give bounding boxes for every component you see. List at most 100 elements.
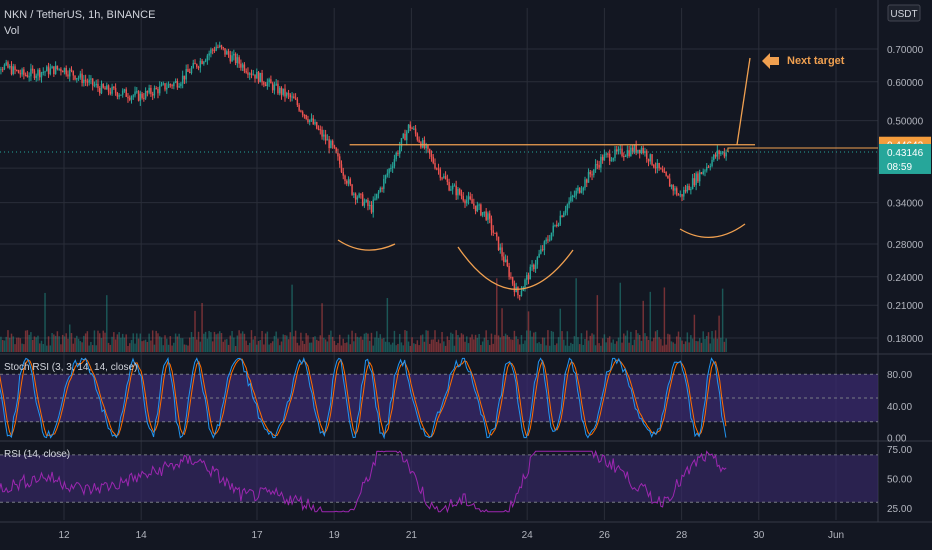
volume-bar: [12, 336, 15, 352]
candle-body: [160, 84, 163, 87]
volume-bar: [70, 333, 73, 352]
candle-body: [361, 194, 364, 206]
volume-bar: [462, 334, 464, 352]
candle-body: [69, 69, 71, 77]
volume-bar: [217, 333, 219, 352]
candle-body: [40, 72, 43, 78]
candle-body: [398, 146, 401, 154]
candle-body: [501, 247, 503, 257]
volume-bar: [188, 337, 191, 352]
volume-bar: [203, 333, 205, 352]
volume-bar: [222, 341, 224, 352]
candle-body: [455, 185, 457, 196]
volume-bar: [644, 333, 646, 352]
candle-body: [520, 291, 523, 296]
candle-body: [437, 168, 440, 170]
volume-bar: [421, 334, 424, 352]
candle-body: [543, 241, 546, 251]
candle-body: [566, 204, 569, 211]
volume-bar: [568, 345, 570, 352]
candle-body: [333, 145, 336, 148]
volume-bar: [716, 338, 719, 352]
candle-body: [679, 194, 682, 196]
volume-bar: [654, 331, 657, 352]
candle-body: [136, 91, 138, 93]
volume-bar: [121, 333, 124, 352]
volume-bar: [638, 334, 641, 352]
volume-bar: [616, 341, 618, 352]
symbol-title[interactable]: NKN / TetherUS, 1h, BINANCE: [4, 9, 155, 21]
volume-bar: [60, 344, 62, 352]
volume-bar: [326, 341, 329, 352]
candle-body: [395, 152, 397, 160]
candle-body: [446, 179, 449, 182]
candle-body: [86, 81, 89, 83]
candle-body: [188, 71, 191, 73]
candle-body: [624, 155, 627, 157]
volume-bar: [377, 338, 380, 352]
candle-body: [541, 249, 544, 251]
candle-body: [181, 75, 184, 84]
volume-bar: [676, 336, 678, 352]
volume-bar: [646, 336, 648, 352]
candle-body: [518, 295, 521, 297]
candle-body: [404, 133, 406, 141]
volume-bar: [229, 335, 232, 352]
candle-body: [596, 164, 599, 166]
volume-bar: [391, 342, 394, 352]
volume-bar: [9, 337, 11, 352]
volume-bar: [457, 334, 459, 352]
candle-body: [234, 53, 237, 64]
volume-bar: [79, 341, 82, 352]
candle-body: [508, 265, 510, 277]
candle-body: [506, 259, 509, 266]
candle-body: [578, 187, 581, 193]
volume-bar: [388, 342, 390, 352]
candle-body: [227, 51, 230, 55]
candle-body: [196, 64, 198, 68]
volume-bar: [631, 345, 634, 352]
candle-body: [464, 200, 466, 204]
candle-body: [384, 175, 387, 179]
candle-body: [633, 145, 636, 153]
volume-bar: [395, 345, 397, 352]
volume-bar: [443, 341, 445, 352]
volume-bar: [280, 341, 283, 352]
candle-body: [577, 187, 579, 191]
volume-bar: [347, 334, 350, 352]
volume-bar: [181, 338, 184, 352]
volume-bar: [534, 331, 537, 352]
candle-body: [51, 66, 53, 69]
candle-body: [67, 74, 69, 77]
candle-body: [88, 79, 90, 83]
candle-body: [201, 60, 203, 64]
candle-body: [526, 275, 528, 280]
candle-body: [725, 152, 727, 157]
volume-bar: [478, 333, 480, 352]
volume-bar: [577, 337, 579, 352]
volume-bar: [621, 342, 623, 352]
candle-body: [432, 156, 434, 164]
volume-bar: [160, 337, 163, 352]
volume-bar: [582, 344, 584, 352]
candle-body: [573, 195, 576, 197]
volume-bar: [533, 332, 535, 352]
volume-bar: [545, 345, 547, 352]
candle-body: [552, 225, 554, 233]
candle-body: [368, 204, 371, 206]
candle-body: [222, 47, 224, 49]
volume-bar: [120, 337, 122, 352]
candle-body: [236, 57, 239, 64]
volume-bar: [277, 338, 279, 352]
candle-body: [210, 49, 212, 54]
candle-body: [113, 86, 115, 89]
candle-body: [178, 86, 180, 88]
volume-bars: [0, 278, 727, 352]
candle-body: [47, 66, 50, 75]
volume-bar: [372, 345, 374, 352]
volume-bar: [76, 335, 78, 352]
candle-body: [529, 266, 532, 280]
volume-bar: [275, 331, 277, 352]
candle-body: [381, 188, 383, 190]
